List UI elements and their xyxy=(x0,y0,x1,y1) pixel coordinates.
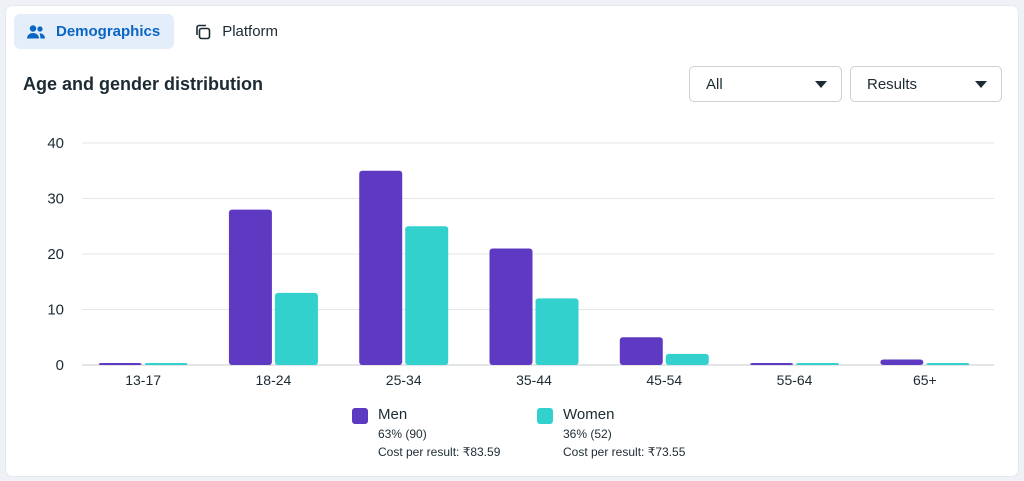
bar-men[interactable] xyxy=(880,359,924,365)
audience-dropdown[interactable]: All xyxy=(689,66,842,102)
bar-women[interactable] xyxy=(796,363,840,365)
copy-icon xyxy=(194,23,212,41)
legend-women[interactable]: Women 36% (52) Cost per result: ₹73.55 xyxy=(537,406,685,459)
x-tick-label: 55-64 xyxy=(777,372,813,388)
tab-demographics-label: Demographics xyxy=(56,23,161,40)
legend-men-share: 63% (90) xyxy=(378,427,427,441)
x-tick-label: 65+ xyxy=(913,372,937,388)
legend-men-name: Men xyxy=(378,406,408,423)
y-tick-label: 30 xyxy=(47,191,64,208)
bar-men[interactable] xyxy=(98,363,142,365)
legend-women-share: 36% (52) xyxy=(563,427,612,441)
bar-women[interactable] xyxy=(144,363,188,365)
bar-women[interactable] xyxy=(535,298,579,365)
metric-dropdown[interactable]: Results xyxy=(850,66,1002,102)
bar-men[interactable] xyxy=(228,209,272,365)
bar-men[interactable] xyxy=(750,363,794,365)
legend-women-cost: Cost per result: ₹73.55 xyxy=(563,445,686,459)
legend-men[interactable]: Men 63% (90) Cost per result: ₹83.59 xyxy=(352,406,500,459)
bar-women[interactable] xyxy=(274,292,318,365)
metric-dropdown-value: Results xyxy=(867,75,918,93)
legend-women-swatch xyxy=(537,408,553,424)
caret-down-icon xyxy=(975,80,987,88)
bar-chart: 0 10 20 30 40 13-17 18-24 25-34 35-44 45-54 55-64 6… xyxy=(47,135,994,388)
legend-women-name: Women xyxy=(563,406,615,423)
tab-bar: Demographics Platform xyxy=(14,14,290,49)
x-tick-label: 18-24 xyxy=(256,372,292,388)
audience-dropdown-value: All xyxy=(706,75,723,93)
tab-platform[interactable]: Platform xyxy=(182,14,290,49)
y-tick-label: 10 xyxy=(47,302,64,319)
x-tick-label: 45-54 xyxy=(646,372,682,388)
bar-men[interactable] xyxy=(619,337,663,365)
bar-women[interactable] xyxy=(405,226,449,365)
chart-title: Age and gender distribution xyxy=(23,74,264,94)
bar-women[interactable] xyxy=(926,363,970,365)
x-tick-label: 13-17 xyxy=(125,372,161,388)
y-tick-label: 0 xyxy=(56,357,64,374)
tab-platform-label: Platform xyxy=(222,23,279,40)
x-tick-label: 25-34 xyxy=(386,372,422,388)
y-tick-label: 40 xyxy=(47,135,64,152)
bar-men[interactable] xyxy=(489,248,533,365)
legend-men-cost: Cost per result: ₹83.59 xyxy=(378,445,501,459)
tab-demographics[interactable]: Demographics xyxy=(14,14,175,49)
caret-down-icon xyxy=(815,80,827,88)
people-icon xyxy=(26,24,46,40)
y-tick-label: 20 xyxy=(47,246,64,263)
age-gender-card: Demographics Platform Age and gender dis… xyxy=(6,6,1018,476)
legend-men-swatch xyxy=(352,408,368,424)
bar-men[interactable] xyxy=(359,170,403,365)
bar-women[interactable] xyxy=(665,353,709,365)
x-tick-label: 35-44 xyxy=(516,372,552,388)
